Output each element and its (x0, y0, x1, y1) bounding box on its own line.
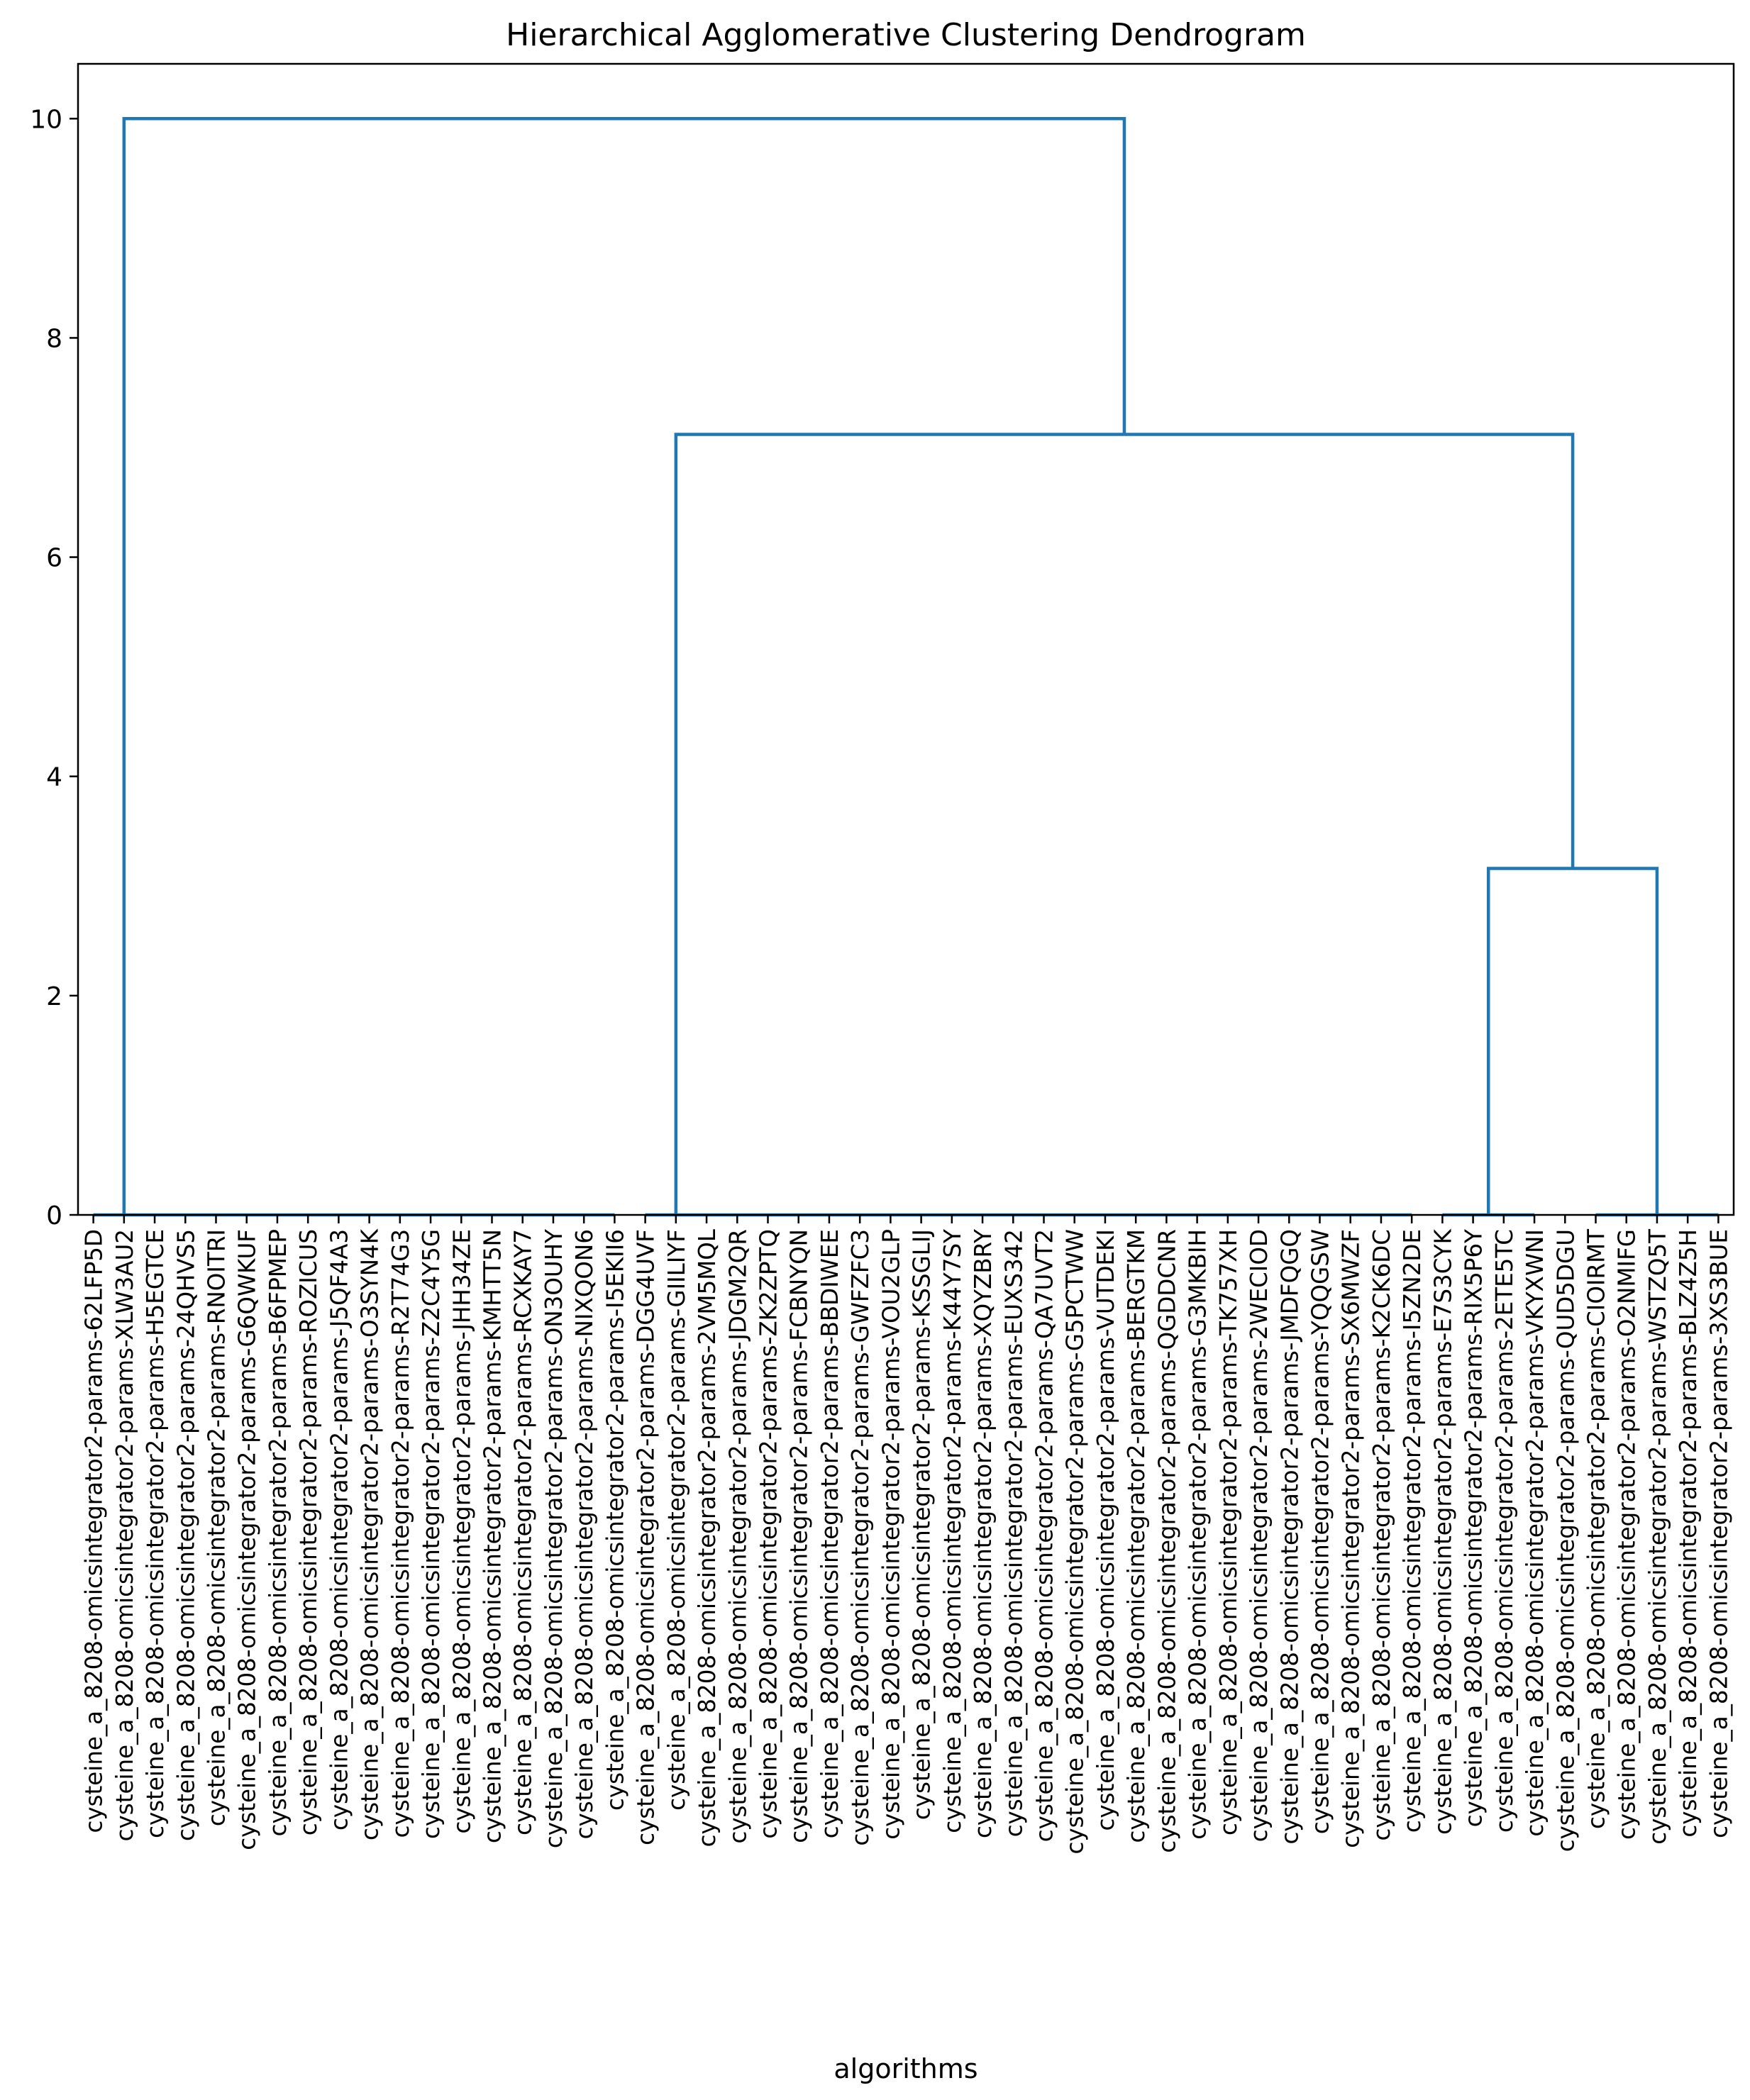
leaf-label: cysteine_a_8208-omicsintegrator2-params-… (448, 1229, 475, 1833)
leaf-label: cysteine_a_8208-omicsintegrator2-params-… (1246, 1229, 1273, 1842)
leaf-label: cysteine_a_8208-omicsintegrator2-params-… (694, 1229, 721, 1847)
y-tick-label: 8 (46, 324, 62, 353)
leaf-label: cysteine_a_8208-omicsintegrator2-params-… (1583, 1229, 1610, 1829)
leaf-label: cysteine_a_8208-omicsintegrator2-params-… (142, 1229, 169, 1838)
leaf-label: cysteine_a_8208-omicsintegrator2-params-… (939, 1229, 966, 1833)
y-tick-label: 6 (46, 544, 62, 573)
leaf-label: cysteine_a_8208-omicsintegrator2-params-… (1552, 1229, 1579, 1852)
leaf-label: cysteine_a_8208-omicsintegrator2-params-… (265, 1229, 292, 1836)
leaf-label: cysteine_a_8208-omicsintegrator2-params-… (510, 1229, 537, 1835)
leaf-label: cysteine_a_8208-omicsintegrator2-params-… (1031, 1229, 1058, 1842)
leaf-label: cysteine_a_8208-omicsintegrator2-params-… (1429, 1228, 1456, 1835)
leaf-label: cysteine_a_8208-omicsintegrator2-params-… (1461, 1229, 1488, 1827)
leaf-label: cysteine_a_8208-omicsintegrator2-params-… (204, 1229, 231, 1826)
leaf-label: cysteine_a_8208-omicsintegrator2-params-… (1399, 1229, 1426, 1833)
leaf-label: cysteine_a_8208-omicsintegrator2-params-… (755, 1229, 782, 1839)
leaf-label: cysteine_a_8208-omicsintegrator2-params-… (1185, 1229, 1212, 1840)
leaf-label: cysteine_a_8208-omicsintegrator2-params-… (81, 1229, 108, 1833)
leaf-label: cysteine_a_8208-omicsintegrator2-params-… (1338, 1229, 1365, 1848)
leaf-label: cysteine_a_8208-omicsintegrator2-params-… (1644, 1229, 1671, 1845)
leaf-label: cysteine_a_8208-omicsintegrator2-params-… (970, 1229, 997, 1838)
leaf-label: cysteine_a_8208-omicsintegrator2-params-… (234, 1229, 261, 1850)
leaf-label: cysteine_a_8208-omicsintegrator2-params-… (1522, 1229, 1549, 1837)
leaf-label: cysteine_a_8208-omicsintegrator2-params-… (1276, 1229, 1303, 1845)
leaf-label: cysteine_a_8208-omicsintegrator2-params-… (172, 1229, 199, 1841)
leaf-label: cysteine_a_8208-omicsintegrator2-params-… (877, 1229, 904, 1840)
leaf-label: cysteine_a_8208-omicsintegrator2-params-… (295, 1229, 322, 1835)
leaf-label: cysteine_a_8208-omicsintegrator2-params-… (602, 1229, 628, 1811)
leaf-label: cysteine_a_8208-omicsintegrator2-params-… (387, 1229, 414, 1838)
leaf-label: cysteine_a_8208-omicsintegrator2-params-… (909, 1229, 936, 1820)
x-axis: cysteine_a_8208-omicsintegrator2-params-… (81, 1215, 1732, 1855)
leaf-label: cysteine_a_8208-omicsintegrator2-params-… (1000, 1229, 1027, 1837)
leaf-label: cysteine_a_8208-omicsintegrator2-params-… (1491, 1229, 1518, 1833)
y-tick-label: 4 (46, 763, 62, 792)
leaf-label: cysteine_a_8208-omicsintegrator2-params-… (847, 1229, 874, 1846)
leaf-label: cysteine_a_8208-omicsintegrator2-params-… (1153, 1229, 1180, 1853)
leaf-label: cysteine_a_8208-omicsintegrator2-params-… (480, 1229, 506, 1843)
chart-title: Hierarchical Agglomerative Clustering De… (506, 17, 1306, 53)
leaf-label: cysteine_a_8208-omicsintegrator2-params-… (1307, 1229, 1334, 1834)
leaf-label: cysteine_a_8208-omicsintegrator2-params-… (816, 1229, 843, 1838)
leaf-label: cysteine_a_8208-omicsintegrator2-params-… (1215, 1229, 1242, 1835)
leaf-label: cysteine_a_8208-omicsintegrator2-params-… (786, 1229, 813, 1843)
leaf-label: cysteine_a_8208-omicsintegrator2-params-… (1675, 1229, 1702, 1838)
leaf-label: cysteine_a_8208-omicsintegrator2-params-… (111, 1229, 138, 1841)
leaf-label: cysteine_a_8208-omicsintegrator2-params-… (418, 1229, 445, 1839)
y-axis: 0 2 4 6 8 10 (30, 105, 78, 1230)
x-axis-label: algorithms (834, 2053, 978, 2084)
leaf-label: cysteine_a_8208-omicsintegrator2-params-… (1614, 1229, 1641, 1840)
y-tick-label: 2 (46, 982, 62, 1011)
leaf-label: cysteine_a_8208-omicsintegrator2-params-… (633, 1229, 660, 1845)
y-tick-label: 0 (46, 1201, 62, 1230)
y-tick-label: 10 (30, 105, 62, 134)
leaf-label: cysteine_a_8208-omicsintegrator2-params-… (1705, 1229, 1732, 1838)
leaf-label: cysteine_a_8208-omicsintegrator2-params-… (663, 1229, 690, 1811)
leaf-label: cysteine_a_8208-omicsintegrator2-params-… (326, 1229, 353, 1830)
leaf-label: cysteine_a_8208-omicsintegrator2-params-… (571, 1229, 598, 1839)
plot-frame (77, 62, 1735, 1216)
leaf-label: cysteine_a_8208-omicsintegrator2-params-… (1092, 1229, 1119, 1830)
leaf-label: cysteine_a_8208-omicsintegrator2-params-… (1368, 1229, 1395, 1840)
leaf-label: cysteine_a_8208-omicsintegrator2-params-… (1062, 1229, 1089, 1855)
dendrogram-link (122, 117, 1126, 1215)
leaf-label: cysteine_a_8208-omicsintegrator2-params-… (357, 1228, 384, 1840)
leaf-label: cysteine_a_8208-omicsintegrator2-params-… (541, 1229, 567, 1848)
leaf-label: cysteine_a_8208-omicsintegrator2-params-… (724, 1229, 751, 1844)
leaf-label: cysteine_a_8208-omicsintegrator2-params-… (1123, 1229, 1150, 1843)
